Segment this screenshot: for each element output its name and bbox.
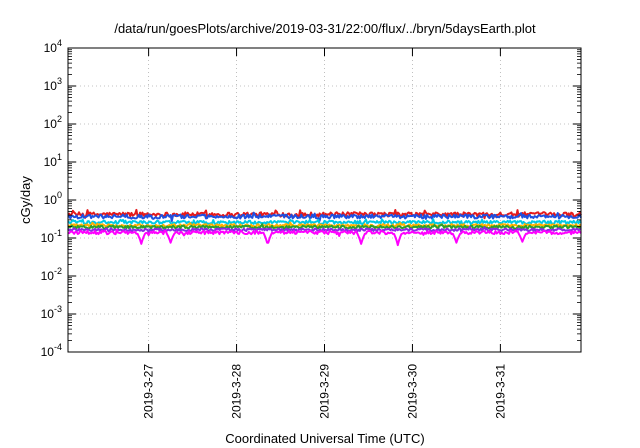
y-tick-label: 10-3 [41, 304, 62, 321]
y-tick-label: 10-2 [41, 266, 62, 283]
y-tick-label: 103 [44, 76, 62, 93]
y-axis: 10-4 10-3 10-2 10-1 100 101 102 103 104 [41, 38, 581, 359]
y-tick-label: 104 [44, 38, 62, 55]
x-tick-label: 2019-3-28 [230, 364, 244, 419]
y-tick-label: 100 [44, 190, 62, 207]
series-line [67, 223, 582, 231]
series-line [68, 228, 582, 247]
grid [68, 47, 581, 353]
y-tick-label: 10-4 [41, 342, 62, 359]
x-axis-label: Coordinated Universal Time (UTC) [225, 431, 424, 446]
x-tick-label: 2019-3-27 [142, 364, 156, 419]
x-axis: 2019-3-27 2019-3-28 2019-3-29 2019-3-30 2019… [142, 48, 507, 419]
plot-series [67, 208, 582, 247]
series-line [67, 211, 582, 222]
x-tick-label: 2019-3-30 [405, 364, 419, 419]
series-line [67, 218, 582, 227]
y-tick-label: 102 [44, 114, 62, 131]
y-tick-label: 101 [44, 152, 62, 169]
x-tick-label: 2019-3-29 [318, 364, 332, 419]
x-tick-label: 2019-3-31 [493, 364, 507, 419]
y-axis-label: cGy/day [18, 176, 33, 224]
chart-title: /data/run/goesPlots/archive/2019-03-31/2… [114, 21, 536, 36]
y-tick-label: 10-1 [41, 228, 62, 245]
